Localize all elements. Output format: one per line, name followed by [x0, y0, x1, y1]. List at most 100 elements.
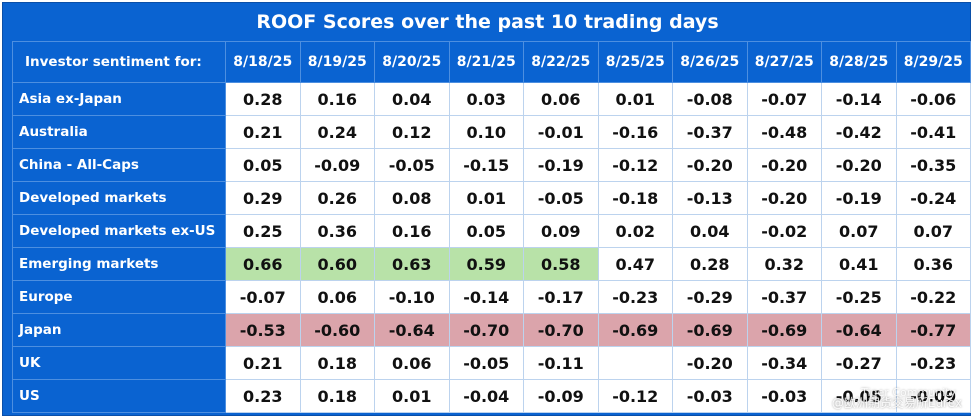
row-label: US	[12, 379, 226, 413]
row-label: Australia	[12, 115, 226, 149]
score-cell: 0.06	[374, 346, 450, 380]
score-cell	[597, 346, 673, 380]
column-header-4: 8/22/25	[523, 41, 599, 83]
score-cell: -0.14	[448, 280, 524, 314]
table-row: China - All-Caps 0.05 -0.09 -0.05 -0.15 -0.19…	[12, 148, 971, 182]
score-cell: 0.25	[225, 214, 301, 248]
table-row: Europe -0.07 0.06 -0.10 -0.14 -0.17 -0.23 -0.29…	[12, 280, 971, 314]
score-cell: -0.19	[523, 148, 599, 182]
score-cell: -0.04	[448, 379, 524, 413]
score-cell: -0.01	[523, 115, 599, 149]
score-cell: -0.12	[597, 379, 673, 413]
row-label: Developed markets	[12, 181, 226, 215]
score-cell: -0.12	[597, 148, 673, 182]
score-cell: 0.04	[374, 82, 450, 116]
column-header-6: 8/26/25	[672, 41, 748, 83]
column-header-2: 8/20/25	[374, 41, 450, 83]
score-cell: -0.15	[448, 148, 524, 182]
score-cell: 0.06	[299, 280, 375, 314]
table-row: Asia ex-Japan 0.28 0.16 0.04 0.03 0.06 0.01 -0.…	[12, 82, 971, 116]
score-cell: 0.18	[299, 379, 375, 413]
score-cell: -0.42	[821, 115, 897, 149]
column-header-9: 8/29/25	[895, 41, 971, 83]
score-cell: 0.28	[672, 247, 748, 281]
score-cell: -0.19	[821, 181, 897, 215]
table-row: Developed markets ex-US 0.25 0.36 0.16 0.05 0…	[12, 214, 971, 248]
score-cell: -0.22	[895, 280, 971, 314]
row-label: Asia ex-Japan	[12, 82, 226, 116]
scores-table: Investor sentiment for: 8/18/25 8/19/25 8/…	[12, 41, 971, 413]
score-cell: 0.03	[448, 82, 524, 116]
score-cell: 0.59	[448, 247, 524, 281]
score-cell: 0.47	[597, 247, 673, 281]
table-row: Australia 0.21 0.24 0.12 0.10 -0.01 -0.16 -0.37…	[12, 115, 971, 149]
score-cell: -0.25	[821, 280, 897, 314]
row-label: China - All-Caps	[12, 148, 226, 182]
score-cell: 0.21	[225, 115, 301, 149]
score-cell: -0.70	[523, 313, 599, 347]
score-cell: -0.27	[821, 346, 897, 380]
table-row: US 0.23 0.18 0.01 -0.04 -0.09 -0.12 -0.03 -0.03-…	[12, 379, 971, 413]
score-cell: 0.01	[597, 82, 673, 116]
score-cell: -0.07	[225, 280, 301, 314]
score-cell: -0.20	[672, 148, 748, 182]
score-cell: 0.36	[895, 247, 971, 281]
score-cell: -0.20	[746, 148, 822, 182]
score-cell: -0.20	[821, 148, 897, 182]
score-cell: -0.18	[597, 181, 673, 215]
score-cell: 0.12	[374, 115, 450, 149]
score-cell: 0.18	[299, 346, 375, 380]
score-cell: -0.09	[895, 379, 971, 413]
score-cell: 0.05	[448, 214, 524, 248]
score-cell: 0.21	[225, 346, 301, 380]
score-cell: 0.58	[523, 247, 599, 281]
score-cell: -0.14	[821, 82, 897, 116]
score-cell: -0.05	[523, 181, 599, 215]
score-cell: -0.11	[523, 346, 599, 380]
column-header-0: 8/18/25	[225, 41, 301, 83]
score-cell: -0.29	[672, 280, 748, 314]
column-header-5: 8/25/25	[597, 41, 673, 83]
score-cell: -0.69	[746, 313, 822, 347]
score-cell: -0.08	[672, 82, 748, 116]
table-row: Emerging markets 0.66 0.60 0.63 0.59 0.58 0.47…	[12, 247, 971, 281]
score-cell: 0.23	[225, 379, 301, 413]
score-cell: 0.26	[299, 181, 375, 215]
column-header-7: 8/27/25	[746, 41, 822, 83]
score-cell: 0.16	[374, 214, 450, 248]
score-cell: 0.60	[299, 247, 375, 281]
score-cell: -0.13	[672, 181, 748, 215]
table-row: Developed markets 0.29 0.26 0.08 0.01 -0.05 -0…	[12, 181, 971, 215]
column-header-8: 8/28/25	[821, 41, 897, 83]
score-cell: 0.41	[821, 247, 897, 281]
score-cell: -0.05	[374, 148, 450, 182]
score-cell: -0.17	[523, 280, 599, 314]
score-cell: 0.63	[374, 247, 450, 281]
score-cell: -0.24	[895, 181, 971, 215]
score-cell: -0.37	[746, 280, 822, 314]
score-cell: 0.66	[225, 247, 301, 281]
score-cell: -0.20	[672, 346, 748, 380]
score-cell: 0.08	[374, 181, 450, 215]
score-cell: -0.03	[746, 379, 822, 413]
score-cell: -0.09	[299, 148, 375, 182]
score-cell: -0.23	[895, 346, 971, 380]
score-cell: -0.34	[746, 346, 822, 380]
roof-scores-panel: ROOF Scores over the past 10 trading day…	[2, 2, 971, 416]
score-cell: 0.09	[523, 214, 599, 248]
score-cell: -0.60	[299, 313, 375, 347]
score-cell: 0.07	[821, 214, 897, 248]
score-cell: -0.16	[597, 115, 673, 149]
table-body: Asia ex-Japan 0.28 0.16 0.04 0.03 0.06 0.01 -0.…	[12, 82, 971, 413]
score-cell: 0.10	[448, 115, 524, 149]
score-cell: 0.02	[597, 214, 673, 248]
score-cell: -0.05	[448, 346, 524, 380]
chart-title: ROOF Scores over the past 10 trading day…	[256, 11, 719, 33]
row-label: Japan	[12, 313, 226, 347]
row-header-label: Investor sentiment for:	[12, 41, 226, 83]
score-cell: 0.16	[299, 82, 375, 116]
row-label: Developed markets ex-US	[12, 214, 226, 248]
score-cell: -0.07	[746, 82, 822, 116]
row-label: Europe	[12, 280, 226, 314]
score-cell: -0.02	[746, 214, 822, 248]
